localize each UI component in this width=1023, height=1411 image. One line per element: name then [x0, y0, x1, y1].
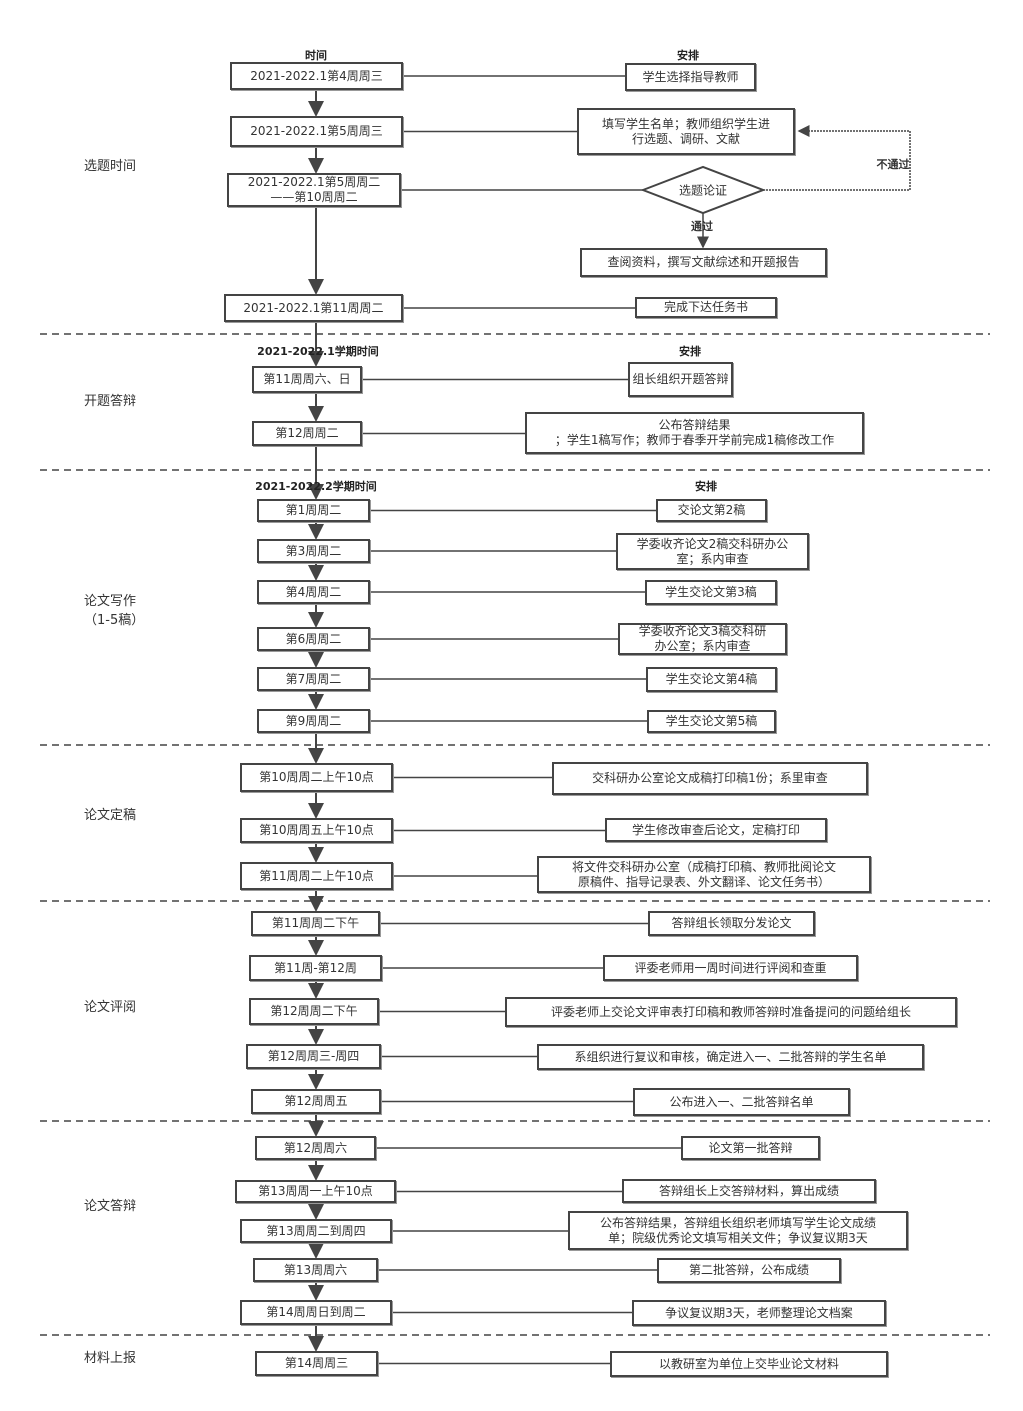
arrange-box: 公布进入一、二批答辩名单 — [633, 1088, 850, 1116]
time-box: 第12周周六 — [255, 1136, 376, 1160]
time-box: 第7周周二 — [257, 667, 370, 691]
arrange-box: 评委老师用一周时间进行评阅和查重 — [603, 955, 858, 981]
arrange-box: 评委老师上交论文评审表打印稿和教师答辩时准备提问的问题给组长 — [505, 997, 957, 1027]
time-box: 第13周周六 — [253, 1258, 378, 1282]
time-box: 第4周周二 — [257, 580, 370, 604]
time-box: 第11周周二下午 — [251, 911, 380, 936]
time-box: 第14周周三 — [255, 1351, 378, 1376]
time-box: 2021-2022.1第11周周二 — [224, 294, 403, 322]
arrange-box: 将文件交科研办公室（成稿打印稿、教师批阅论文 原稿件、指导记录表、外文翻译、论文… — [537, 856, 871, 893]
arrange-box: 学委收齐论文3稿交科研 办公室；系内审查 — [618, 623, 787, 655]
time-column-header: 2021-2022.1学期时间 — [257, 345, 379, 358]
time-box: 第11周周六、日 — [252, 366, 362, 393]
arrange-box: 论文第一批答辩 — [681, 1136, 820, 1160]
time-box: 第10周周五上午10点 — [240, 818, 393, 843]
arrange-box: 公布答辩结果 ；学生1稿写作；教师于春季开学前完成1稿修改工作 — [525, 412, 864, 454]
time-box: 2021-2022.1第5周周三 — [230, 116, 403, 147]
arrange-box: 学生交论文第3稿 — [645, 580, 777, 605]
arrange-box: 学生交论文第4稿 — [646, 667, 777, 692]
section-label: 论文写作 （1-5稿） — [84, 594, 145, 628]
arrange-column-header: 安排 — [677, 49, 699, 62]
arrange-box: 组长组织开题答辩 — [628, 362, 733, 397]
section-label: 材料上报 — [84, 1351, 137, 1366]
time-box: 第1周周二 — [257, 499, 370, 522]
time-box: 2021-2022.1第4周周三 — [230, 62, 403, 90]
pass-result-box: 查阅资料，撰写文献综述和开题报告 — [580, 248, 827, 277]
section-label: 论文评阅 — [84, 1000, 137, 1015]
section-label: 选题时间 — [84, 159, 137, 174]
time-box: 第3周周二 — [257, 539, 370, 563]
arrange-box: 学生交论文第5稿 — [647, 710, 776, 733]
fail-label: 不通过 — [876, 158, 910, 171]
arrange-box: 以教研室为单位上交毕业论文材料 — [610, 1351, 888, 1377]
time-box: 第10周周二上午10点 — [240, 763, 393, 792]
arrange-box: 填写学生名单；教师组织学生进 行选题、调研、文献 — [577, 108, 795, 155]
time-box: 第13周周一上午10点 — [235, 1180, 396, 1203]
arrange-column-header: 安排 — [679, 345, 701, 358]
section-label: 论文定稿 — [84, 808, 137, 823]
arrange-box: 交科研办公室论文成稿打印稿1份；系里审查 — [552, 762, 868, 795]
arrange-box: 交论文第2稿 — [656, 499, 767, 522]
arrange-box: 答辩组长领取分发论文 — [648, 911, 815, 936]
arrange-box: 答辩组长上交答辩材料，算出成绩 — [622, 1179, 876, 1203]
decision-label: 选题论证 — [678, 183, 728, 198]
arrange-box: 学生修改审查后论文，定稿打印 — [605, 818, 827, 842]
time-box: 第9周周二 — [257, 709, 370, 733]
section-label: 论文答辩 — [84, 1199, 137, 1214]
arrange-column-header: 安排 — [695, 480, 717, 493]
arrange-box: 学委收齐论文2稿交科研办公 室；系内审查 — [616, 533, 809, 570]
section-label: 开题答辩 — [84, 394, 137, 409]
time-box: 第12周周三-周四 — [246, 1044, 381, 1069]
arrange-box: 完成下达任务书 — [635, 297, 777, 318]
time-box: 第11周周二上午10点 — [240, 862, 393, 890]
time-column-header: 时间 — [305, 49, 327, 62]
time-box: 第13周周二到周四 — [240, 1219, 392, 1243]
time-box: 第14周周日到周二 — [240, 1300, 392, 1325]
time-box: 2021-2022.1第5周周二 ——第10周周二 — [227, 173, 401, 207]
time-column-header: 2021-2022.2学期时间 — [255, 480, 377, 493]
arrange-box: 学生选择指导教师 — [625, 63, 756, 91]
time-box: 第12周周二 — [252, 421, 362, 446]
arrange-box: 第二批答辩，公布成绩 — [657, 1258, 841, 1283]
arrange-box: 公布答辩结果，答辩组长组织老师填写学生论文成绩 单；院级优秀论文填写相关文件；争… — [568, 1211, 908, 1250]
time-box: 第12周周二下午 — [249, 998, 379, 1025]
time-box: 第12周周五 — [251, 1089, 381, 1114]
time-box: 第6周周二 — [257, 627, 370, 651]
time-box: 第11周-第12周 — [249, 955, 382, 981]
arrange-box: 系组织进行复议和审核，确定进入一、二批答辩的学生名单 — [537, 1044, 924, 1070]
pass-label: 通过 — [691, 220, 713, 233]
arrange-box: 争议复议期3天，老师整理论文档案 — [632, 1300, 886, 1326]
